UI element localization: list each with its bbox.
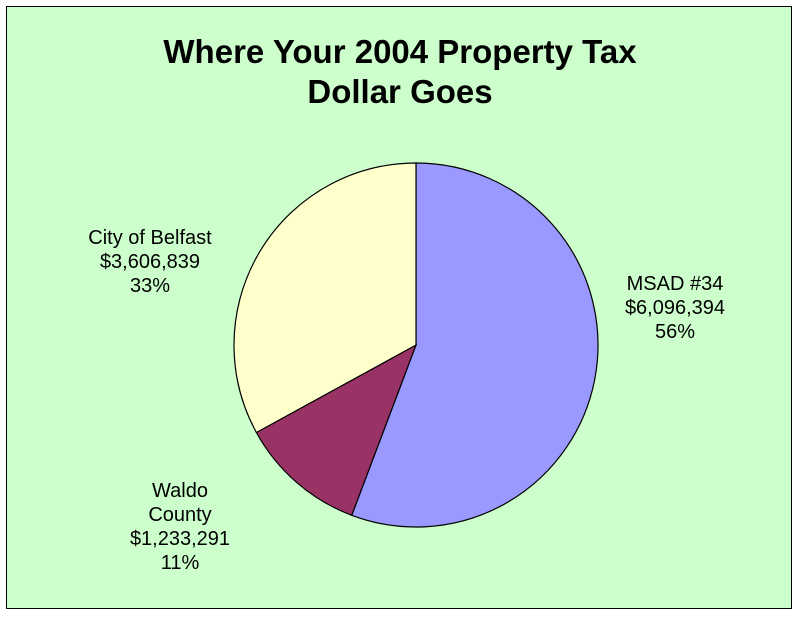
slice-label-city-of-belfast-percent: 33%: [129, 275, 171, 297]
slice-label-msad-34-amount: $6,096,394: [624, 297, 726, 319]
slice-label-msad-34-name: MSAD #34: [626, 273, 724, 295]
chart-title-line-2: Dollar Goes: [307, 73, 493, 110]
chart-title: Where Your 2004 Property Tax Dollar Goes: [0, 32, 800, 112]
slice-label-city-of-belfast: City of Belfast $3,606,839 33%: [60, 226, 240, 298]
slice-label-msad-34-percent: 56%: [654, 321, 696, 343]
pie-slice-waldo-county: [255, 343, 418, 517]
slice-label-city-of-belfast-name: City of Belfast: [88, 227, 212, 249]
slice-label-waldo-county-amount: $1,233,291: [129, 528, 231, 550]
slice-label-waldo-county-name-2: County: [148, 504, 212, 526]
pie-slice-msad-34: [350, 162, 599, 528]
pie-slice-city-of-belfast: [233, 162, 417, 434]
chart-title-line-1: Where Your 2004 Property Tax: [163, 33, 637, 70]
slice-label-msad-34: MSAD #34 $6,096,394 56%: [590, 272, 760, 344]
slice-label-waldo-county-name-1: Waldo: [152, 480, 208, 502]
slice-label-waldo-county: Waldo County $1,233,291 11%: [95, 479, 265, 575]
slice-label-waldo-county-percent: 11%: [160, 552, 200, 574]
slice-label-city-of-belfast-amount: $3,606,839: [99, 251, 201, 273]
